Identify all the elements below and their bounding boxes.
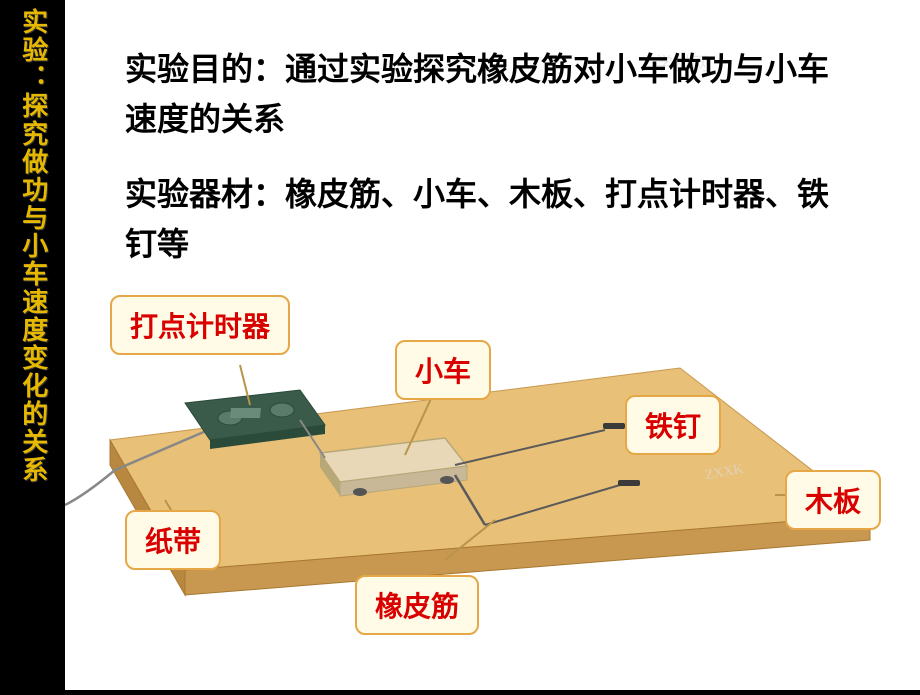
nail-1	[603, 423, 625, 429]
experiment-materials: 实验器材：橡皮筋、小车、木板、打点计时器、铁钉等	[125, 170, 845, 269]
label-timer: 打点计时器	[110, 295, 290, 355]
label-board: 木板	[785, 470, 881, 530]
sidebar: 实验：探究做功与小车速度变化的关系	[0, 0, 65, 690]
nail-2	[618, 480, 640, 486]
label-tape: 纸带	[125, 510, 221, 570]
main-content: 学科网 实验目的：通过实验探究橡皮筋对小车做功与小车速度的关系 实验器材：橡皮筋…	[65, 0, 920, 690]
label-cart: 小车	[395, 340, 491, 400]
experiment-diagram: ZXXK 打点计时器 小车 铁钉 木板 纸带 橡皮筋	[65, 270, 920, 690]
sidebar-title: 实验：探究做功与小车速度变化的关系	[16, 8, 49, 484]
label-rubber: 橡皮筋	[355, 575, 479, 635]
label-nail: 铁钉	[625, 395, 721, 455]
experiment-purpose: 实验目的：通过实验探究橡皮筋对小车做功与小车速度的关系	[125, 45, 845, 144]
